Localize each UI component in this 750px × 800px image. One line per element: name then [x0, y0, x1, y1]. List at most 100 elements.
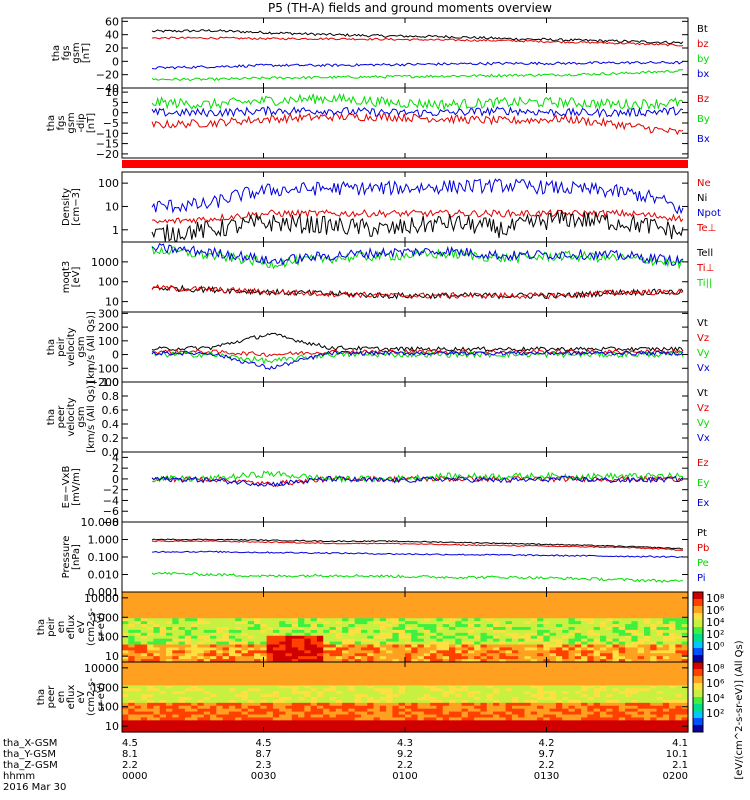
ephem-value: 0000 [122, 771, 147, 782]
spectrogram-cell [379, 638, 387, 643]
spectrogram-cell [122, 673, 129, 678]
spectrogram-cell [417, 694, 425, 698]
spectrogram-cell [599, 597, 607, 602]
spectrogram-cell [467, 641, 475, 646]
spectrogram-cell [147, 670, 155, 675]
spectrogram-cell [511, 676, 519, 681]
spectrogram-cell [625, 705, 632, 710]
spectrogram-cell [304, 720, 312, 724]
spectrogram-cell [581, 659, 588, 663]
spectrogram-cell [442, 702, 450, 707]
spectrogram-cell [455, 708, 463, 713]
spectrogram-cell [618, 729, 626, 733]
spectrogram-cell [480, 720, 488, 724]
spectrogram-cell [272, 679, 280, 684]
spectrogram-cell [134, 685, 142, 689]
spectrogram-cell [342, 600, 349, 605]
spectrogram-cell [574, 694, 582, 698]
spectrogram-cell [166, 685, 173, 689]
spectrogram-cell [191, 697, 199, 701]
spectrogram-cell [530, 694, 538, 698]
spectrogram-cell [329, 609, 337, 614]
spectrogram-cell [216, 632, 224, 637]
spectrogram-cell [631, 644, 639, 649]
spectrogram-cell [392, 673, 400, 678]
spectrogram-cell [518, 632, 526, 637]
spectrogram-cell [442, 714, 450, 719]
spectrogram-cell [373, 714, 381, 719]
spectrogram-cell [493, 723, 500, 727]
spectrogram-cell [272, 641, 280, 646]
spectrogram-cell [430, 624, 438, 628]
spectrogram-cell [511, 702, 519, 707]
spectrogram-cell [568, 662, 576, 666]
spectrogram-cell [140, 653, 148, 657]
series-line-Pi [151, 550, 684, 559]
spectrogram-cell [323, 705, 331, 710]
y-tick-label: −20 [96, 69, 119, 82]
spectrogram-cell [467, 670, 475, 675]
spectrogram-cell [386, 667, 394, 672]
spectrogram-cell [568, 629, 576, 634]
spectrogram-cell [669, 726, 677, 730]
spectrogram-cell [625, 699, 632, 704]
spectrogram-cell [681, 632, 689, 637]
spectrogram-cell [216, 618, 224, 622]
spectrogram-cell [455, 720, 463, 724]
spectrogram-cell [260, 641, 268, 646]
colorbar-segment [693, 662, 703, 666]
colorbar-tick-label: 10² [706, 707, 724, 720]
spectrogram-cell [260, 682, 268, 686]
spectrogram-cell [436, 603, 444, 608]
spectrogram-cell [537, 659, 544, 663]
spectrogram-cell [423, 673, 431, 678]
spectrogram-cell [555, 697, 563, 701]
spectrogram-cell [323, 667, 331, 672]
y-tick-label: −100 [89, 362, 119, 375]
spectrogram-cell [279, 688, 287, 692]
spectrogram-cell [329, 597, 337, 602]
spectrogram-cell [210, 673, 217, 678]
spectrogram-cell [367, 638, 375, 643]
spectrogram-cell [430, 659, 438, 663]
spectrogram-cell [228, 638, 236, 643]
spectrogram-cell [360, 699, 368, 704]
spectrogram-cell [423, 594, 431, 599]
spectrogram-cell [367, 702, 375, 707]
spectrogram-cell [354, 705, 362, 710]
spectrogram-cell [606, 705, 614, 710]
spectrogram-cell [631, 723, 639, 727]
spectrogram-cell [549, 711, 557, 716]
spectrogram-cell [147, 717, 155, 721]
spectrogram-cell [486, 694, 494, 698]
spectrogram-cell [574, 670, 582, 675]
spectrogram-cell [354, 618, 362, 622]
spectrogram-cell [643, 682, 651, 686]
spectrogram-cell [348, 682, 356, 686]
spectrogram-cell [342, 729, 349, 733]
spectrogram-cell [272, 711, 280, 716]
spectrogram-cell [524, 592, 532, 596]
spectrogram-cell [254, 629, 261, 634]
spectrogram-cell [335, 650, 343, 654]
spectrogram-cell [342, 629, 349, 634]
spectrogram-cell [555, 662, 563, 666]
spectrogram-cell [618, 650, 626, 654]
spectrogram-cell [191, 612, 199, 616]
spectrogram-cell [625, 664, 632, 669]
spectrogram-cell [480, 699, 488, 704]
spectrogram-cell [342, 702, 349, 707]
spectrogram-cell [367, 705, 375, 710]
spectrogram-cell [367, 662, 375, 666]
spectrogram-cell [493, 705, 500, 710]
spectrogram-cell [405, 600, 412, 605]
spectrogram-cell [436, 723, 444, 727]
spectrogram-cell [543, 612, 551, 616]
spectrogram-cell [291, 647, 299, 651]
spectrogram-cell [379, 691, 387, 695]
spectrogram-cell [159, 629, 167, 634]
spectrogram-cell [241, 659, 249, 663]
spectrogram-cell [486, 711, 494, 716]
spectrogram-cell [122, 647, 129, 651]
date-label: 2016 Mar 30 [3, 782, 66, 793]
